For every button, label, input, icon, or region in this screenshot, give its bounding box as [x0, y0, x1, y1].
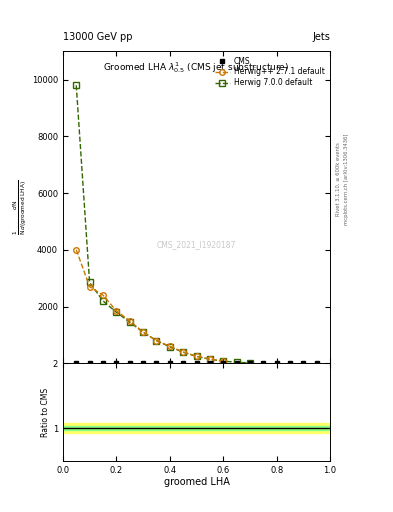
Text: Groomed LHA $\lambda^1_{0.5}$ (CMS jet substructure): Groomed LHA $\lambda^1_{0.5}$ (CMS jet s…	[103, 60, 290, 75]
Text: mcplots.cern.ch [arXiv:1306.3436]: mcplots.cern.ch [arXiv:1306.3436]	[344, 134, 349, 225]
Y-axis label: Ratio to CMS: Ratio to CMS	[41, 388, 50, 437]
Text: CMS_2021_I1920187: CMS_2021_I1920187	[157, 240, 236, 249]
Y-axis label: $\frac{1}{\mathrm{N}}\frac{d\mathrm{N}}{d(\mathrm{groomed\ LHA})}$: $\frac{1}{\mathrm{N}}\frac{d\mathrm{N}}{…	[12, 179, 29, 235]
Text: Rivet 3.1.10, ≥ 600k events: Rivet 3.1.10, ≥ 600k events	[336, 142, 341, 216]
Text: Jets: Jets	[312, 32, 330, 42]
Text: 13000 GeV pp: 13000 GeV pp	[63, 32, 132, 42]
X-axis label: groomed LHA: groomed LHA	[163, 477, 230, 487]
Legend: CMS, Herwig++ 2.7.1 default, Herwig 7.0.0 default: CMS, Herwig++ 2.7.1 default, Herwig 7.0.…	[213, 55, 326, 89]
